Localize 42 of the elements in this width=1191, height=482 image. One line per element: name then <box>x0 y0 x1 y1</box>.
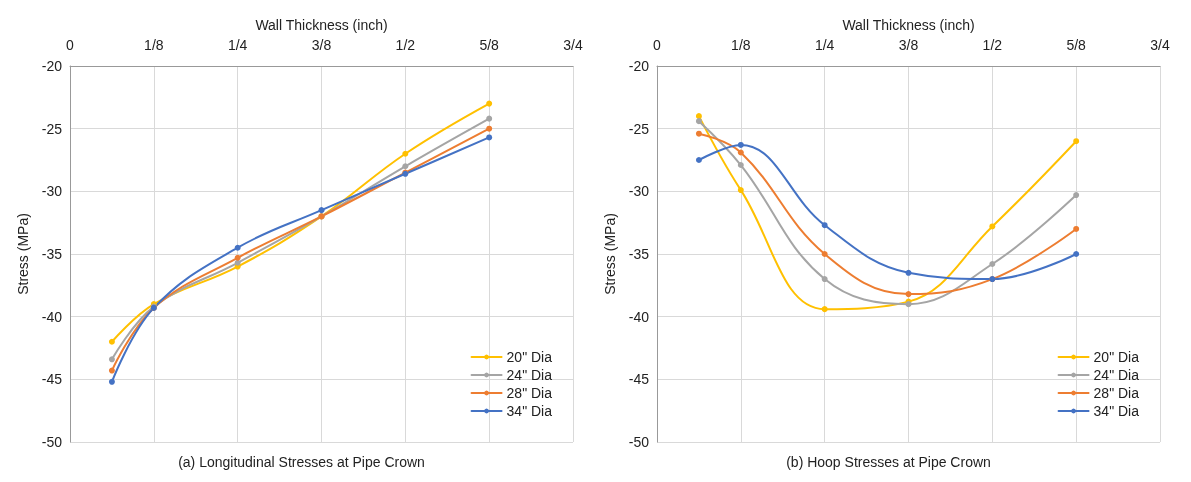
x-axis-title: Wall Thickness (inch) <box>255 17 388 33</box>
y-tick-label: -50 <box>628 434 650 450</box>
x-tick-label: 1/2 <box>982 37 1003 53</box>
x-tick-label: 1/8 <box>144 37 164 53</box>
x-tick-label: 1/4 <box>814 37 835 53</box>
legend-label: 20" Dia <box>506 349 553 365</box>
y-tick-label: -20 <box>41 58 63 74</box>
x-tick-label: 3/4 <box>1150 37 1170 53</box>
legend-label: 24" Dia <box>1093 367 1140 383</box>
x-tick-label: 3/8 <box>898 37 919 53</box>
y-tick-label: -40 <box>628 308 650 325</box>
y-tick-label: -30 <box>628 183 650 200</box>
x-tick-label: 5/8 <box>479 37 500 53</box>
y-axis-title: Stress (MPa) <box>15 213 31 295</box>
legend-label: 28" Dia <box>1093 385 1140 401</box>
x-tick-label: 3/8 <box>311 37 332 53</box>
x-tick-label: 0 <box>66 37 75 53</box>
legend-label: 20" Dia <box>1093 349 1140 365</box>
y-tick-label: -35 <box>41 246 63 262</box>
x-axis-title: Wall Thickness (inch) <box>842 17 975 33</box>
y-tick-label: -25 <box>628 120 650 137</box>
x-tick-label: 1/8 <box>731 37 751 53</box>
y-tick-label: -25 <box>41 120 63 137</box>
x-tick-label: 5/8 <box>1066 37 1087 53</box>
legend-label: 24" Dia <box>506 367 553 383</box>
x-tick-label: 1/2 <box>395 37 416 53</box>
text: (a) Longitudinal Stresses at Pipe Crown <box>178 454 425 470</box>
legend-label: 34" Dia <box>1093 403 1140 419</box>
legend-label: 28" Dia <box>506 385 553 401</box>
y-tick-label: -40 <box>41 308 63 325</box>
text: (b) Hoop Stresses at Pipe Crown <box>786 454 991 470</box>
y-tick-label: -45 <box>41 371 63 388</box>
x-tick-label: 3/4 <box>563 37 583 53</box>
x-tick-label: 1/4 <box>227 37 248 53</box>
y-tick-label: -45 <box>628 371 650 388</box>
y-tick-label: -35 <box>628 246 650 262</box>
y-tick-label: -50 <box>41 434 63 450</box>
legend-label: 34" Dia <box>506 403 553 419</box>
y-axis-title: Stress (MPa) <box>602 213 618 295</box>
y-tick-label: -30 <box>41 183 63 200</box>
y-tick-label: -20 <box>628 58 650 74</box>
x-tick-label: 0 <box>653 37 662 53</box>
